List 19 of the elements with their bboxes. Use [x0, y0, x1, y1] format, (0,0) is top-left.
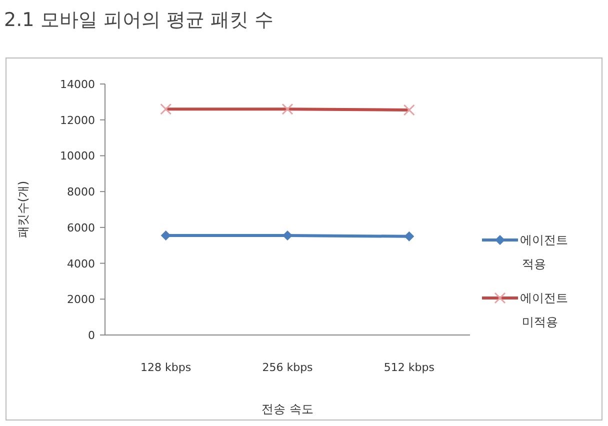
y-tick-label: 2000 — [67, 293, 95, 306]
x-axis-title: 전송 속도 — [262, 402, 314, 416]
y-axis-title: 패킷수(개) — [16, 180, 30, 238]
legend-label: 에이전트 적용 — [520, 233, 568, 271]
x-tick-label: 128 kbps — [140, 361, 192, 374]
y-tick-label: 14000 — [60, 78, 95, 91]
point — [282, 230, 292, 240]
legend-label: 에이전트 미적용 — [520, 291, 568, 329]
chart-title: 2.1 모바일 피어의 평균 패킷 수 — [4, 9, 274, 31]
point — [404, 231, 414, 242]
x-tick-label: 512 kbps — [384, 361, 435, 374]
point — [160, 230, 171, 240]
y-tick-label: 12000 — [60, 114, 95, 127]
y-tick-label: 10000 — [60, 150, 95, 163]
y-tick-label: 4000 — [67, 257, 95, 270]
y-tick-label: 0 — [88, 329, 95, 342]
y-tick-label: 6000 — [67, 221, 95, 234]
y-tick-label: 8000 — [67, 186, 95, 199]
x-tick-label: 256 kbps — [262, 361, 314, 374]
